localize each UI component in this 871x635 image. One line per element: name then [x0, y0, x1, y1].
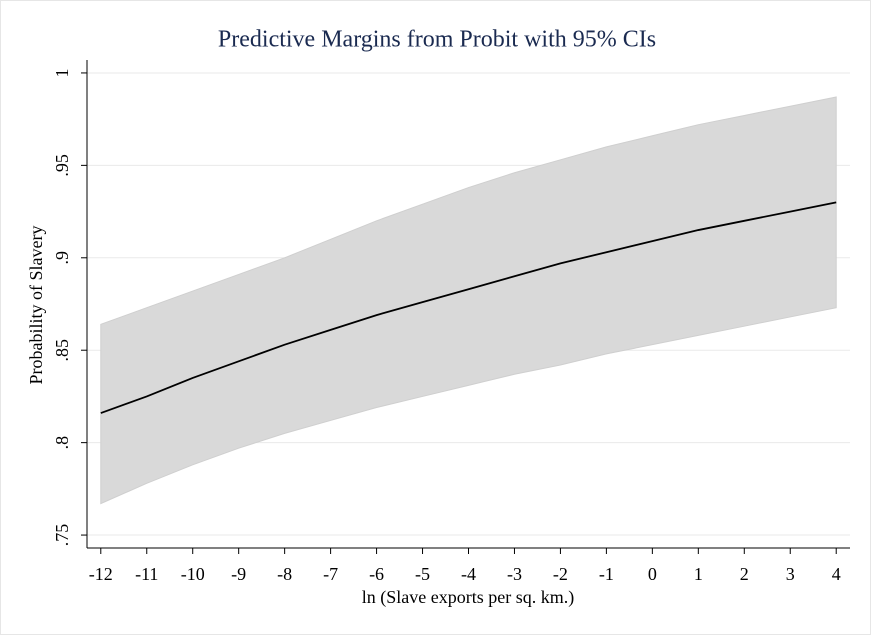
x-tick-label: -6 — [369, 564, 384, 584]
y-tick-label: .75 — [52, 524, 72, 547]
x-tick-label: -12 — [89, 564, 113, 584]
x-tick-label: -3 — [507, 564, 522, 584]
x-tick-label: 4 — [832, 564, 841, 584]
y-tick-label: 1 — [52, 68, 72, 77]
y-axis-label: Probability of Slavery — [26, 226, 46, 385]
x-tick-label: 3 — [786, 564, 795, 584]
x-tick-label: -10 — [181, 564, 205, 584]
x-tick-label: -8 — [277, 564, 292, 584]
y-tick-label: .9 — [52, 251, 72, 265]
x-tick-label: -5 — [415, 564, 430, 584]
x-tick-label: 0 — [648, 564, 657, 584]
x-tick-label: -9 — [231, 564, 246, 584]
x-tick-label: -7 — [323, 564, 338, 584]
y-tick-label: .95 — [52, 154, 72, 177]
x-tick-label: 1 — [694, 564, 703, 584]
y-tick-label: .85 — [52, 339, 72, 362]
x-tick-label: -2 — [553, 564, 568, 584]
margin-line — [100, 201, 837, 414]
x-axis-label: ln (Slave exports per sq. km.) — [362, 587, 574, 608]
x-tick-label: -11 — [135, 564, 158, 584]
chart-title: Predictive Margins from Probit with 95% … — [218, 27, 656, 53]
x-tick-label: -4 — [461, 564, 476, 584]
y-tick-label: .8 — [52, 436, 72, 450]
x-tick-label: -1 — [599, 564, 614, 584]
confidence-band — [100, 96, 837, 505]
x-tick-label: 2 — [740, 564, 749, 584]
